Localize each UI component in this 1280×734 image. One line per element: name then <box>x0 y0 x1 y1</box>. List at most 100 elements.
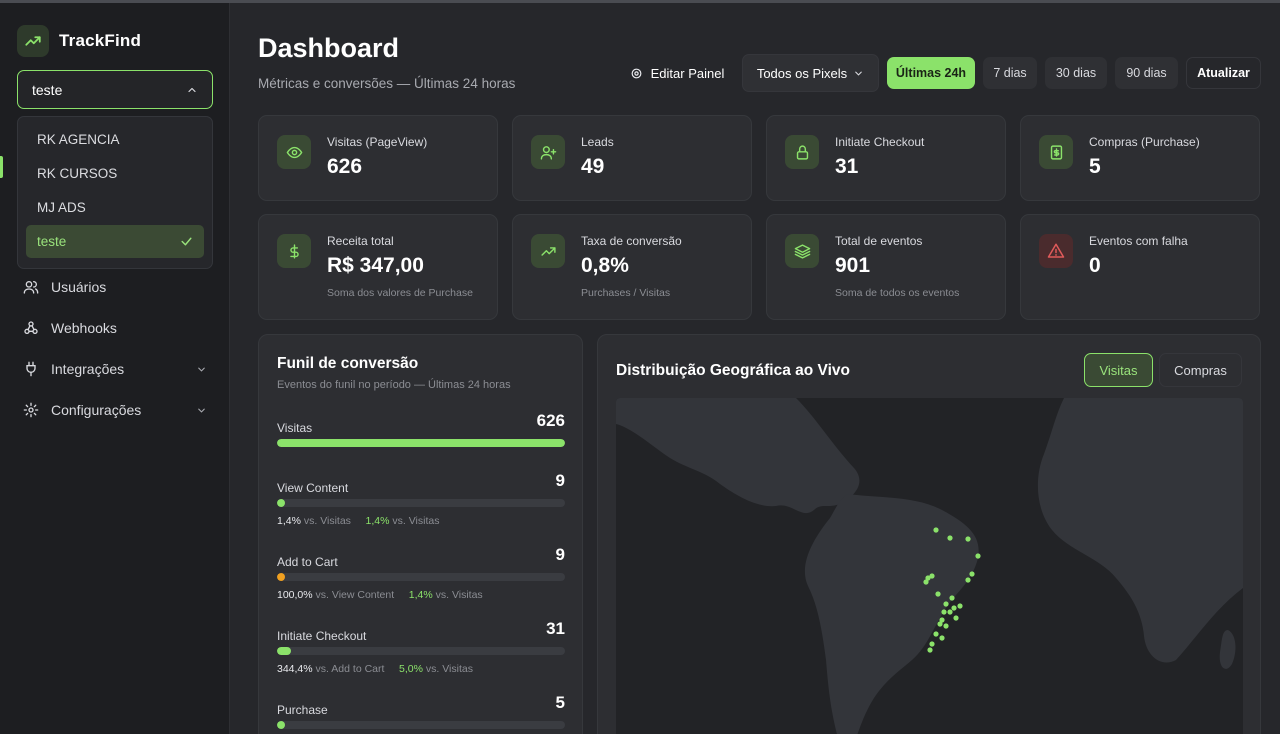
visit-dot <box>939 635 945 641</box>
trend-up-icon <box>17 25 49 57</box>
stat-value: 901 <box>835 254 871 277</box>
project-option-label: teste <box>37 234 67 249</box>
funnel-step-name: Purchase <box>277 703 328 717</box>
visit-dot <box>929 573 935 579</box>
alert-icon <box>1039 234 1073 268</box>
project-option[interactable]: RK AGENCIA <box>37 132 120 147</box>
stat-card-checkout: Initiate Checkout 31 <box>766 115 1006 201</box>
sidebar-item-integracoes[interactable]: Integrações <box>17 352 213 386</box>
stat-value: 0 <box>1089 254 1101 277</box>
range-90d-button[interactable]: 90 dias <box>1115 57 1178 89</box>
stat-value: R$ 347,00 <box>327 254 424 277</box>
visit-dot <box>939 617 945 623</box>
stat-subtext: Purchases / Visitas <box>581 287 671 299</box>
funnel-step-bar-fill <box>277 573 285 581</box>
project-option-selected[interactable]: teste <box>26 225 204 258</box>
edit-panel-label: Editar Painel <box>650 65 725 81</box>
visit-dot <box>941 609 947 615</box>
stat-card-visitas: Visitas (PageView) 626 <box>258 115 498 201</box>
chevron-up-icon <box>188 87 196 92</box>
funnel-step-bar <box>277 439 565 447</box>
funnel-step-pct-label: vs. View Content <box>315 589 395 601</box>
project-option[interactable]: MJ ADS <box>37 200 86 215</box>
pixels-select[interactable]: Todos os Pixels <box>742 54 879 92</box>
stat-label: Taxa de conversão <box>581 234 682 248</box>
funnel-title: Funil de conversão <box>277 355 419 372</box>
refresh-button[interactable]: Atualizar <box>1186 57 1261 89</box>
funnel-step-bar-fill <box>277 439 565 447</box>
sidebar-item-label: Webhooks <box>51 320 117 336</box>
range-24h-button[interactable]: Últimas 24h <box>887 57 975 89</box>
stat-value: 0,8% <box>581 254 629 277</box>
visit-dot <box>965 536 971 542</box>
project-select[interactable]: teste <box>17 70 213 109</box>
visit-dot <box>933 527 939 533</box>
visit-dot <box>943 623 949 629</box>
sidebar-item-usuarios[interactable]: Usuários <box>17 270 213 304</box>
range-7d-button[interactable]: 7 dias <box>983 57 1037 89</box>
madagascar-shape <box>1219 630 1236 669</box>
visit-dot <box>949 595 955 601</box>
funnel-step-bar <box>277 499 565 507</box>
stat-label: Initiate Checkout <box>835 135 925 149</box>
stat-card-eventos: Total de eventos 901 Soma de todos os ev… <box>766 214 1006 320</box>
page-title: Dashboard <box>258 33 400 63</box>
page-subtitle: Métricas e conversões — Últimas 24 horas <box>258 76 516 91</box>
stat-value: 49 <box>581 155 605 178</box>
visit-dot <box>937 621 943 627</box>
sidebar-item-configuracoes[interactable]: Configurações <box>17 393 213 427</box>
funnel-step-meta: 344,4% vs. Add to Cart 5,0% vs. Visitas <box>277 663 473 675</box>
funnel-step-bar-fill <box>277 721 285 729</box>
stat-subtext: Soma dos valores de Purchase <box>327 287 473 299</box>
visit-dot <box>935 591 941 597</box>
chevron-down-icon <box>198 367 205 372</box>
visit-dot <box>947 609 953 615</box>
stat-label: Visitas (PageView) <box>327 135 428 149</box>
funnel-subtitle: Eventos do funil no período — Últimas 24… <box>277 379 511 391</box>
visit-dot <box>957 603 963 609</box>
world-map[interactable] <box>616 398 1243 734</box>
funnel-step-value: 626 <box>536 411 565 430</box>
brand[interactable]: TrackFind <box>17 25 141 57</box>
stat-card-receita: Receita total R$ 347,00 Soma dos valores… <box>258 214 498 320</box>
funnel-step-meta: 100,0% vs. View Content 1,4% vs. Visitas <box>277 589 483 601</box>
tab-compras[interactable]: Compras <box>1159 353 1242 387</box>
stat-card-leads: Leads 49 <box>512 115 752 201</box>
stat-label: Compras (Purchase) <box>1089 135 1200 149</box>
project-select-value: teste <box>32 81 63 98</box>
project-option[interactable]: RK CURSOS <box>37 166 118 181</box>
sidebar-item-webhooks[interactable]: Webhooks <box>17 311 213 345</box>
sidebar-item-label: Usuários <box>51 279 107 295</box>
africa-shape <box>1037 398 1243 663</box>
south-america-shape <box>804 494 979 734</box>
visit-dot <box>923 579 929 585</box>
range-30d-button[interactable]: 30 dias <box>1045 57 1107 89</box>
funnel-step-name: View Content <box>277 481 349 495</box>
active-nav-indicator <box>0 156 3 178</box>
tab-visitas[interactable]: Visitas <box>1084 353 1153 387</box>
stat-card-taxa: Taxa de conversão 0,8% Purchases / Visit… <box>512 214 752 320</box>
visit-dot <box>969 571 975 577</box>
funnel-step-bar <box>277 573 565 581</box>
geo-panel: Distribuição Geográfica ao Vivo Visitas … <box>597 334 1261 734</box>
chevron-down-icon <box>855 71 862 76</box>
brand-name: TrackFind <box>59 31 142 50</box>
visit-dot <box>965 577 971 583</box>
visit-dot <box>953 615 959 621</box>
visit-dot <box>943 601 949 607</box>
funnel-step-total-label: vs. Visitas <box>392 515 440 527</box>
funnel-step-pct: 344,4% <box>277 663 313 675</box>
receipt-icon <box>1039 135 1073 169</box>
funnel-step-bar-fill <box>277 647 291 655</box>
stat-subtext: Soma de todos os eventos <box>835 287 960 299</box>
stat-value: 31 <box>835 155 859 178</box>
stat-value: 5 <box>1089 155 1101 178</box>
funnel-panel: Funil de conversão Eventos do funil no p… <box>258 334 583 734</box>
edit-panel-button[interactable]: Editar Painel <box>622 56 732 90</box>
users-icon <box>23 281 39 294</box>
sidebar: TrackFind teste RK AGENCIA RK CURSOS MJ … <box>0 3 230 734</box>
visit-dot <box>947 535 953 541</box>
stat-card-falhas: Eventos com falha 0 <box>1020 214 1260 320</box>
funnel-step-name: Initiate Checkout <box>277 629 367 643</box>
stat-label: Eventos com falha <box>1089 234 1188 248</box>
